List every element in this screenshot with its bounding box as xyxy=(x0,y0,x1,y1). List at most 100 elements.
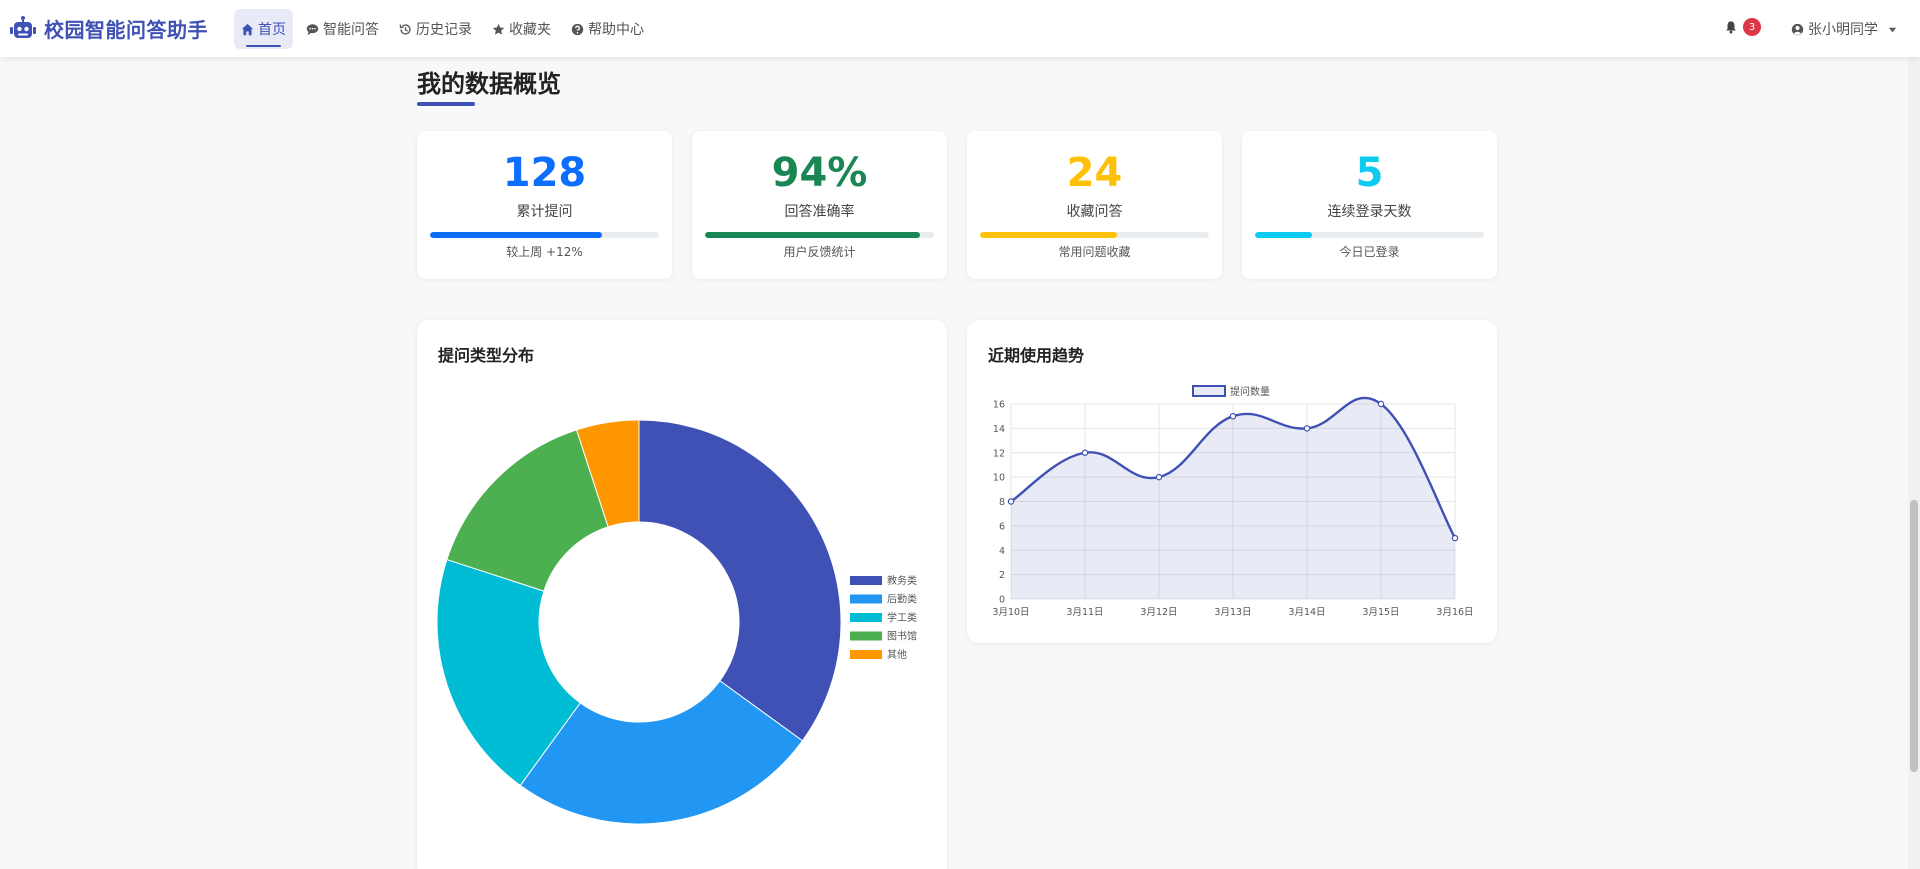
line-area xyxy=(1011,397,1455,599)
data-point[interactable] xyxy=(1377,400,1385,408)
nav-label: 帮助中心 xyxy=(588,22,644,38)
nav-item-home[interactable]: 首页 xyxy=(234,9,293,49)
stat-label: 连续登录天数 xyxy=(1327,204,1412,220)
x-tick-label: 3月13日 xyxy=(1214,607,1251,618)
donut-slice[interactable] xyxy=(575,419,640,528)
y-tick-label: 10 xyxy=(993,473,1005,484)
legend-swatch xyxy=(850,576,882,585)
y-tick-label: 12 xyxy=(993,448,1005,459)
y-tick-label: 14 xyxy=(993,424,1005,435)
legend-label: 教务类 xyxy=(887,574,917,587)
nav-item-favorites[interactable]: 收藏夹 xyxy=(485,9,558,49)
data-point[interactable] xyxy=(1303,425,1311,432)
legend-label: 提问数量 xyxy=(1230,385,1270,398)
donut-slice[interactable] xyxy=(446,429,609,592)
nav-label: 收藏夹 xyxy=(509,22,551,38)
brand-title: 校园智能问答助手 xyxy=(44,18,208,42)
y-tick-label: 4 xyxy=(999,546,1005,557)
data-point[interactable] xyxy=(1229,412,1237,420)
nav-item-chat[interactable]: 智能问答 xyxy=(299,9,386,49)
nav-label: 智能问答 xyxy=(323,22,379,38)
user-name: 张小明同学 xyxy=(1808,22,1878,38)
donut-chart-title: 提问类型分布 xyxy=(438,346,535,365)
stat-label: 收藏问答 xyxy=(1066,204,1123,220)
donut-slice[interactable] xyxy=(436,558,581,787)
stat-label: 回答准确率 xyxy=(784,204,855,220)
legend-swatch xyxy=(850,594,882,604)
stat-value: 128 xyxy=(502,150,587,196)
y-tick-label: 8 xyxy=(999,497,1005,508)
trend-chart-card: 近期使用趋势 0 2 4 6 8 10 12 14 16 3月10日 3月11日 3月12日 3月13日… xyxy=(967,320,1497,643)
robot-icon xyxy=(10,15,36,38)
x-tick-label: 3月11日 xyxy=(1066,607,1103,618)
x-tick-label: 3月12日 xyxy=(1140,607,1177,618)
section-underline xyxy=(417,102,475,106)
stat-note: 今日已登录 xyxy=(1339,245,1400,259)
y-tick-label: 16 xyxy=(993,400,1005,411)
stat-progress-fill xyxy=(705,232,921,238)
nav-label: 历史记录 xyxy=(416,22,472,38)
legend-swatch xyxy=(850,650,882,659)
user-circle-icon xyxy=(1791,23,1804,35)
stat-value: 94% xyxy=(771,150,868,196)
stat-card-questions: 128 累计提问 较上周 +12% xyxy=(417,131,672,279)
notifications-button[interactable]: 3 xyxy=(1724,18,1761,36)
stat-progress-fill xyxy=(430,232,602,238)
y-tick-label: 6 xyxy=(999,521,1005,532)
donut-chart-card: 提问类型分布 教务类 后勤类 学工类 图书馆 其他 xyxy=(417,320,947,869)
stat-progress-fill xyxy=(1255,232,1313,238)
stat-progress-bar xyxy=(1255,232,1484,238)
history-icon xyxy=(399,23,411,35)
y-tick-label: 2 xyxy=(999,570,1005,581)
data-point[interactable] xyxy=(1081,449,1089,456)
user-menu[interactable]: 张小明同学 xyxy=(1791,19,1897,39)
question-circle-icon xyxy=(571,23,584,35)
legend-label: 后勤类 xyxy=(887,593,917,606)
nav-item-history[interactable]: 历史记录 xyxy=(392,9,479,49)
stat-card-accuracy: 94% 回答准确率 用户反馈统计 xyxy=(692,131,947,279)
stat-card-favorites: 24 收藏问答 常用问题收藏 xyxy=(967,131,1222,279)
trend-line-chart: 0 2 4 6 8 10 12 14 16 3月10日 3月11日 3月12日 3月13日 3月14日 3月… xyxy=(992,385,1474,618)
page-scrollbar[interactable] xyxy=(1908,0,1920,869)
bell-icon xyxy=(1726,21,1736,34)
x-tick-label: 3月10日 xyxy=(992,607,1029,618)
stat-progress-bar xyxy=(980,232,1209,238)
stat-note: 用户反馈统计 xyxy=(783,245,856,259)
star-icon xyxy=(492,23,505,35)
top-navbar: 校园智能问答助手 首页 智能问答 历史记录 收藏夹 帮助中心 3 张小明同学 xyxy=(0,0,1920,57)
caret-down-icon xyxy=(1888,27,1897,32)
stat-note: 常用问题收藏 xyxy=(1058,245,1131,259)
donut-slice[interactable] xyxy=(519,680,804,825)
data-point[interactable] xyxy=(1451,534,1459,542)
legend-label: 学工类 xyxy=(887,611,917,624)
legend-swatch xyxy=(1192,385,1226,397)
x-tick-label: 3月16日 xyxy=(1436,607,1473,618)
legend-swatch xyxy=(850,631,882,641)
stat-label: 累计提问 xyxy=(516,204,573,220)
comment-icon xyxy=(306,23,319,35)
donut-slice[interactable] xyxy=(638,419,842,742)
section-title: 我的数据概览 xyxy=(417,70,561,98)
stat-value: 5 xyxy=(1355,150,1384,196)
x-tick-label: 3月14日 xyxy=(1288,607,1325,618)
trend-chart-title: 近期使用趋势 xyxy=(988,346,1085,365)
data-point[interactable] xyxy=(1007,498,1015,505)
nav-label: 首页 xyxy=(258,22,286,38)
stat-progress-fill xyxy=(980,232,1118,238)
main-nav: 首页 智能问答 历史记录 收藏夹 帮助中心 xyxy=(234,9,651,49)
brand[interactable]: 校园智能问答助手 xyxy=(10,14,208,43)
stat-progress-bar xyxy=(430,232,659,238)
stat-card-login-days: 5 连续登录天数 今日已登录 xyxy=(1242,131,1497,279)
legend-swatch xyxy=(850,613,882,622)
nav-item-help[interactable]: 帮助中心 xyxy=(564,9,651,49)
stat-value: 24 xyxy=(1066,150,1123,196)
data-point[interactable] xyxy=(1155,473,1163,481)
stat-progress-bar xyxy=(705,232,934,238)
x-tick-label: 3月15日 xyxy=(1362,607,1399,618)
notification-badge: 3 xyxy=(1743,18,1761,36)
y-tick-label: 0 xyxy=(999,595,1005,606)
scrollbar-thumb[interactable] xyxy=(1910,500,1918,772)
home-icon xyxy=(241,23,254,35)
stat-note: 较上周 +12% xyxy=(506,245,583,259)
